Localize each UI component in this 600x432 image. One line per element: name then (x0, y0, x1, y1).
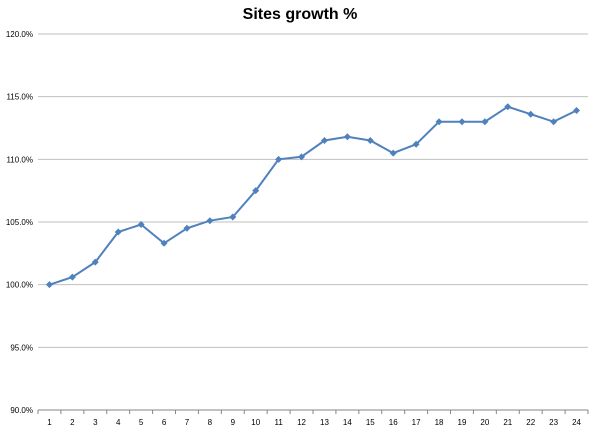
data-point (183, 224, 191, 232)
x-tick-label: 16 (389, 418, 398, 427)
x-tick-label: 21 (503, 418, 512, 427)
y-tick-label: 105.0% (6, 218, 33, 227)
data-point (366, 137, 374, 145)
x-tick-label: 24 (572, 418, 581, 427)
x-tick-label: 12 (297, 418, 306, 427)
data-point (114, 228, 122, 236)
x-tick-label: 1 (47, 418, 52, 427)
x-tick-label: 3 (93, 418, 98, 427)
x-tick-label: 22 (526, 418, 535, 427)
data-point (68, 273, 76, 281)
data-point (137, 221, 145, 229)
data-point (527, 110, 535, 118)
y-tick-label: 120.0% (6, 30, 33, 39)
data-point (320, 137, 328, 145)
data-point (412, 140, 420, 148)
data-point (389, 149, 397, 157)
data-point (573, 106, 581, 114)
data-point (504, 103, 512, 111)
y-tick-label: 110.0% (6, 155, 33, 164)
data-point (275, 155, 283, 163)
y-tick-label: 95.0% (10, 343, 33, 352)
x-tick-label: 11 (274, 418, 283, 427)
data-point (481, 118, 489, 126)
x-tick-label: 6 (162, 418, 167, 427)
data-point (160, 239, 168, 247)
data-point (550, 118, 558, 126)
data-point (435, 118, 443, 126)
data-point (45, 281, 53, 289)
y-tick-label: 90.0% (10, 406, 33, 415)
x-tick-label: 19 (458, 418, 467, 427)
x-tick-label: 18 (435, 418, 444, 427)
x-tick-label: 2 (70, 418, 75, 427)
chart-title: Sites growth % (242, 6, 358, 23)
data-point (206, 217, 214, 225)
series-line (49, 105, 577, 286)
x-tick-label: 4 (116, 418, 121, 427)
data-point (458, 118, 466, 126)
x-tick-label: 10 (251, 418, 260, 427)
data-point (343, 133, 351, 141)
data-point (91, 258, 99, 266)
data-point (252, 187, 260, 195)
x-tick-label: 5 (139, 418, 144, 427)
data-point (229, 213, 237, 221)
y-tick-label: 100.0% (6, 281, 33, 290)
x-tick-label: 7 (185, 418, 190, 427)
data-point (298, 153, 306, 161)
x-tick-label: 23 (549, 418, 558, 427)
x-tick-label: 8 (208, 418, 213, 427)
x-tick-label: 15 (366, 418, 375, 427)
x-tick-label: 14 (343, 418, 352, 427)
y-tick-label: 115.0% (6, 93, 33, 102)
x-tick-label: 17 (412, 418, 421, 427)
x-tick-label: 20 (480, 418, 489, 427)
x-tick-label: 13 (320, 418, 329, 427)
x-tick-label: 9 (231, 418, 236, 427)
